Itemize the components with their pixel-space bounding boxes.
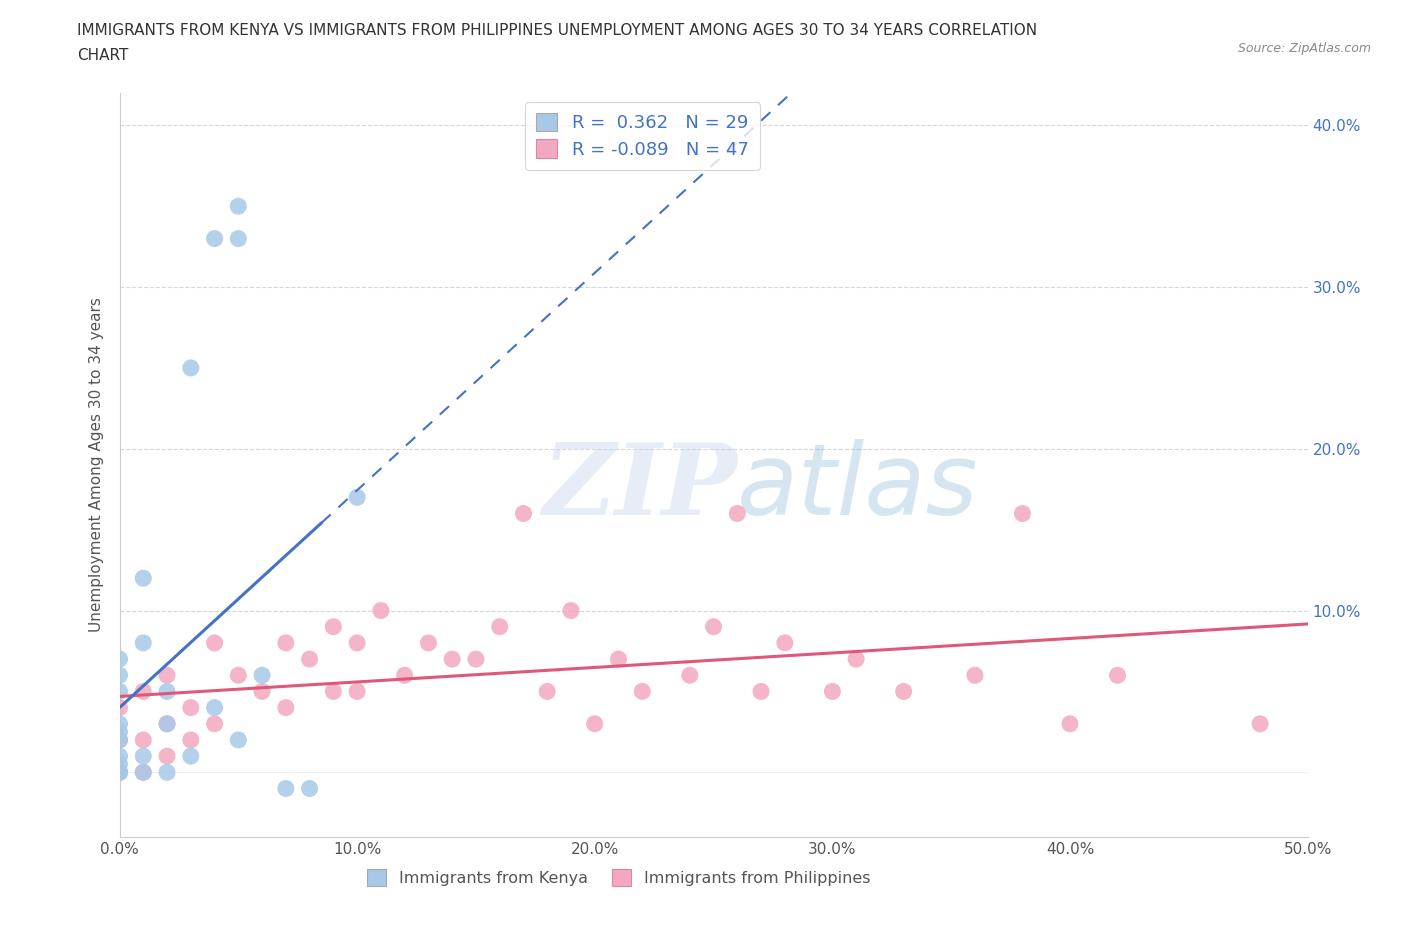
Point — [583, 716, 606, 731]
Y-axis label: Unemployment Among Ages 30 to 34 years: Unemployment Among Ages 30 to 34 years — [89, 298, 104, 632]
Point — [228, 232, 250, 246]
Point — [132, 571, 155, 586]
Point — [631, 684, 654, 698]
Point — [725, 506, 748, 521]
Point — [180, 700, 202, 715]
Point — [204, 716, 226, 731]
Point — [250, 668, 273, 683]
Point — [180, 361, 202, 376]
Point — [679, 668, 702, 683]
Point — [108, 757, 131, 772]
Point — [893, 684, 915, 698]
Point — [132, 684, 155, 698]
Point — [298, 781, 321, 796]
Text: Source: ZipAtlas.com: Source: ZipAtlas.com — [1237, 42, 1371, 55]
Point — [845, 652, 868, 667]
Point — [132, 749, 155, 764]
Point — [132, 764, 155, 779]
Point — [108, 733, 131, 748]
Point — [1059, 716, 1081, 731]
Point — [773, 635, 796, 650]
Point — [274, 781, 297, 796]
Point — [156, 749, 179, 764]
Point — [156, 668, 179, 683]
Point — [963, 668, 986, 683]
Point — [464, 652, 488, 667]
Point — [108, 764, 131, 779]
Point — [703, 619, 725, 634]
Point — [108, 700, 131, 715]
Point — [322, 684, 344, 698]
Point — [204, 232, 226, 246]
Point — [156, 716, 179, 731]
Point — [322, 619, 344, 634]
Point — [132, 635, 155, 650]
Point — [156, 716, 179, 731]
Point — [180, 749, 202, 764]
Point — [204, 700, 226, 715]
Point — [108, 749, 131, 764]
Point — [132, 764, 155, 779]
Point — [1107, 668, 1129, 683]
Text: CHART: CHART — [77, 48, 129, 63]
Point — [560, 604, 582, 618]
Point — [228, 733, 250, 748]
Point — [156, 764, 179, 779]
Point — [346, 635, 368, 650]
Point — [108, 764, 131, 779]
Point — [274, 700, 297, 715]
Point — [108, 764, 131, 779]
Point — [370, 604, 392, 618]
Point — [108, 652, 131, 667]
Point — [346, 684, 368, 698]
Point — [1249, 716, 1271, 731]
Point — [180, 733, 202, 748]
Point — [228, 668, 250, 683]
Point — [108, 684, 131, 698]
Point — [488, 619, 510, 634]
Point — [536, 684, 558, 698]
Point — [204, 635, 226, 650]
Legend: Immigrants from Kenya, Immigrants from Philippines: Immigrants from Kenya, Immigrants from P… — [360, 863, 876, 892]
Text: IMMIGRANTS FROM KENYA VS IMMIGRANTS FROM PHILIPPINES UNEMPLOYMENT AMONG AGES 30 : IMMIGRANTS FROM KENYA VS IMMIGRANTS FROM… — [77, 23, 1038, 38]
Point — [298, 652, 321, 667]
Point — [108, 724, 131, 739]
Point — [346, 490, 368, 505]
Point — [749, 684, 772, 698]
Point — [274, 635, 297, 650]
Point — [441, 652, 464, 667]
Point — [108, 716, 131, 731]
Point — [156, 684, 179, 698]
Point — [821, 684, 844, 698]
Point — [1011, 506, 1033, 521]
Point — [108, 733, 131, 748]
Text: ZIP: ZIP — [543, 439, 737, 536]
Point — [394, 668, 416, 683]
Point — [250, 684, 273, 698]
Point — [418, 635, 440, 650]
Point — [512, 506, 534, 521]
Point — [607, 652, 630, 667]
Point — [108, 764, 131, 779]
Point — [108, 668, 131, 683]
Text: atlas: atlas — [737, 439, 979, 536]
Point — [228, 199, 250, 214]
Point — [132, 733, 155, 748]
